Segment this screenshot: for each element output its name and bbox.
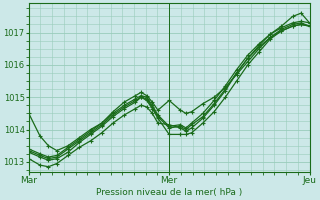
X-axis label: Pression niveau de la mer( hPa ): Pression niveau de la mer( hPa ) — [96, 188, 242, 197]
